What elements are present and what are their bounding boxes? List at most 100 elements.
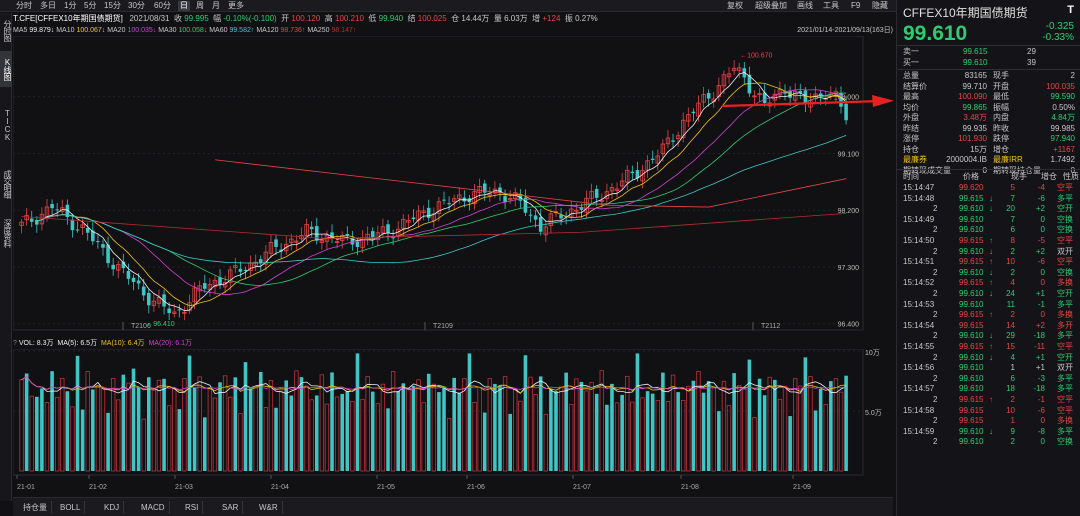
toolbar-tool-4[interactable]: F9 — [851, 1, 861, 10]
trade-volume: 18 — [1006, 384, 1015, 394]
toolbar-tool-1[interactable]: 超级叠加 — [755, 1, 787, 10]
period-button-4[interactable]: 15分 — [104, 1, 121, 10]
candle-body — [579, 207, 584, 210]
trade-price: 99.615 — [959, 405, 984, 415]
trade-oi-change: 0 — [1040, 278, 1045, 288]
volume-bar — [442, 386, 446, 471]
volume-bar — [620, 394, 624, 471]
volume-bar — [396, 391, 400, 471]
stat-value: 4.84万 — [1051, 113, 1075, 122]
period-button-6[interactable]: 60分 — [154, 1, 171, 10]
x-axis-label: 21-06 — [467, 484, 485, 491]
indicator-tab-5[interactable]: SAR — [218, 501, 244, 514]
trade-time: 2 — [933, 416, 938, 426]
volume-bar — [493, 383, 497, 471]
volume-bar — [752, 417, 757, 472]
indicator-tab-1[interactable]: BOLL — [56, 501, 86, 514]
trade-volume: 4 — [1010, 352, 1015, 362]
volume-bar — [665, 400, 671, 472]
volume-bar — [406, 387, 411, 472]
stat-value: 99.985 — [1050, 123, 1075, 133]
period-button-8[interactable]: 周 — [196, 1, 204, 10]
ma-legend-item: MA5 99.879↓ — [13, 27, 56, 34]
stat-row: 最高 100.090 最低 99.590 — [897, 92, 1080, 102]
leftnav-tab-0[interactable]: 分时图 — [3, 19, 12, 41]
trade-nature: 空平 — [1057, 257, 1073, 267]
indicator-tab-6[interactable]: W&R — [255, 501, 283, 514]
stat-row: 结算价 99.710 开盘 100.035 — [897, 82, 1080, 92]
trade-row: 2 99.610 ↓ 2 0 空换 — [897, 268, 1080, 278]
period-button-10[interactable]: 更多 — [228, 1, 244, 10]
toolbar-tool-0[interactable]: 复权 — [727, 1, 743, 10]
toolbar-tool-2[interactable]: 画线 — [797, 1, 813, 10]
trade-volume: 1 — [1010, 416, 1015, 426]
period-button-2[interactable]: 1分 — [64, 1, 77, 10]
trade-arrow-icon: ↓ — [989, 426, 993, 436]
contract-label: T2109 — [433, 323, 453, 330]
period-button-7[interactable]: 日 — [178, 1, 190, 11]
ma-line-250 — [21, 212, 847, 239]
period-button-1[interactable]: 多日 — [40, 1, 56, 10]
volume-bar — [670, 374, 676, 472]
ma-value: 99.582↑ — [229, 27, 255, 34]
trade-time: 15:14:47 — [903, 183, 935, 192]
contract-t-icon[interactable]: T — [1067, 4, 1074, 16]
low-label: 低 — [368, 14, 377, 23]
candle-body — [523, 197, 528, 213]
stat-label: 振幅 — [993, 102, 1009, 112]
candle-body — [752, 95, 757, 98]
trade-row: 15:14:57 99.610 18 -18 多平 — [897, 384, 1080, 394]
leftnav-tab-1[interactable]: K线图 — [0, 51, 12, 87]
period-button-5[interactable]: 30分 — [128, 1, 145, 10]
ma-line-5 — [36, 71, 847, 312]
indicator-tab-2[interactable]: KDJ — [100, 501, 125, 514]
period-button-3[interactable]: 5分 — [84, 1, 97, 10]
candle-body — [538, 217, 543, 232]
volume-bar — [29, 395, 34, 472]
period-button-9[interactable]: 月 — [212, 1, 220, 10]
volume-bar — [650, 393, 655, 471]
stat-label: 结算价 — [903, 81, 927, 91]
candle-body — [737, 67, 742, 71]
volume-bar — [528, 376, 533, 472]
price-chart[interactable]: 100.00099.10098.20097.30096.400T2106T210… — [13, 36, 893, 336]
candle-body — [29, 218, 34, 222]
candle-body — [630, 171, 635, 174]
volume-bar — [172, 388, 177, 472]
ma-label: MA30 — [158, 27, 179, 34]
trade-row: 15:14:55 99.615 ↑ 15 -11 空平 — [897, 342, 1080, 352]
stat-label: 最低 — [993, 92, 1009, 101]
trade-price: 99.610 — [959, 437, 984, 447]
volume-chart[interactable]: 10万 5.0万 21-01 21-02 21-03 21-04 21-05 21-06 21-… — [13, 349, 893, 497]
candle-body — [65, 204, 70, 218]
trade-arrow-icon: ↑ — [989, 257, 993, 267]
leftnav-tab-2[interactable]: TICK — [3, 109, 12, 141]
volume-bar — [136, 387, 141, 471]
period-button-0[interactable]: 分时 — [16, 1, 32, 10]
ma-legend-item: MA60 99.582↑ — [209, 27, 256, 34]
close-label: 收 — [173, 14, 182, 23]
volume-bar — [599, 370, 604, 472]
hide-panel-button[interactable]: 隐藏 — [872, 1, 888, 10]
candle-body — [431, 213, 437, 221]
trade-arrow-icon: ↓ — [989, 289, 993, 298]
ma-value: 100.035↓ — [127, 27, 157, 34]
candle-body — [599, 200, 604, 202]
toolbar-tool-3[interactable]: 工具 — [823, 1, 839, 10]
volume-bar — [100, 387, 106, 472]
trade-nature: 空开 — [1057, 352, 1073, 362]
volume-bar — [732, 373, 736, 471]
trade-price: 99.610 — [959, 331, 984, 341]
volume-bar — [304, 385, 309, 472]
leftnav-tab-4[interactable]: 深度资料 — [3, 219, 12, 247]
leftnav-tab-3[interactable]: 成交明细 — [3, 170, 12, 198]
trade-nature: 空换 — [1057, 214, 1073, 224]
bid-price: 99.610 — [963, 58, 988, 67]
trade-price: 99.615 — [959, 310, 984, 320]
candle-body — [330, 232, 334, 239]
indicator-tab-4[interactable]: RSI — [181, 501, 204, 514]
indicator-tab-0[interactable]: 持仓量 — [19, 501, 52, 514]
volume-bar — [345, 390, 350, 471]
vol-help-icon[interactable]: ? — [13, 340, 17, 347]
indicator-tab-3[interactable]: MACD — [137, 501, 170, 514]
